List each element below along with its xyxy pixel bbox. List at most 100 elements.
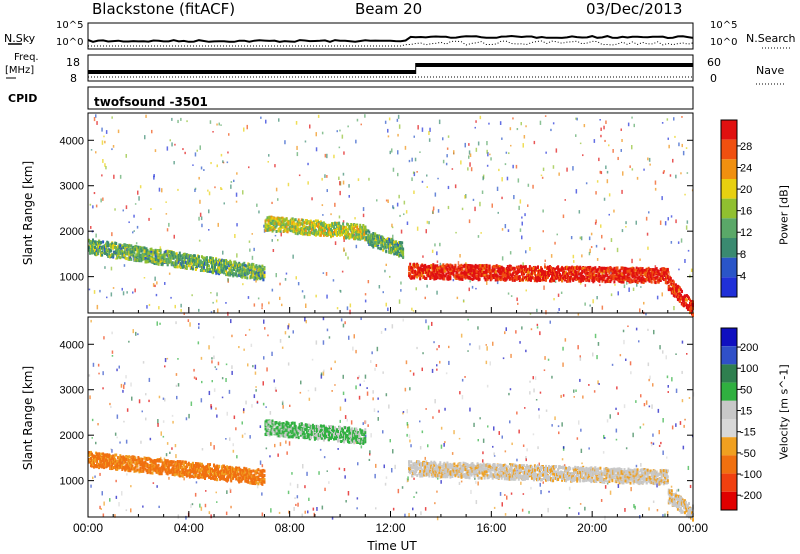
- velocity-scatter-point: [103, 501, 105, 506]
- power-scatter-point: [198, 308, 200, 312]
- power-scatter-point: [521, 221, 523, 226]
- velocity-scatter-point: [216, 414, 218, 418]
- power-scatter-point: [191, 294, 193, 297]
- power-scatter-point: [143, 277, 146, 279]
- velocity-plot-bg: [88, 317, 693, 517]
- velocity-scatter-point: [360, 445, 363, 449]
- power-scatter-point: [505, 151, 508, 154]
- power-band-cell: [274, 219, 277, 223]
- velocity-scatter-point: [273, 379, 275, 383]
- power-scatter-point: [672, 158, 674, 163]
- power-scatter-point: [199, 199, 201, 204]
- power-band-cell: [485, 263, 488, 267]
- power-band-cell: [374, 232, 377, 236]
- power-band-cell: [336, 227, 338, 231]
- velocity-scatter-point: [287, 362, 290, 366]
- power-scatter-point: [428, 221, 430, 225]
- velocity-scatter-point: [175, 373, 178, 376]
- velocity-scatter-point: [623, 404, 626, 409]
- velocity-scatter-point: [371, 351, 373, 355]
- power-scatter-point: [558, 172, 560, 176]
- power-band-cell: [656, 275, 659, 279]
- velocity-scatter-point: [322, 317, 325, 321]
- power-band-cell: [223, 270, 226, 274]
- velocity-scatter-point: [210, 514, 212, 519]
- velocity-scatter-point: [262, 381, 264, 386]
- power-scatter-point: [673, 117, 675, 121]
- power-band-cell: [566, 279, 569, 283]
- power-scatter-point: [442, 137, 444, 141]
- power-band-cell: [569, 279, 572, 283]
- power-scatter-point: [296, 152, 299, 157]
- power-band-cell: [276, 219, 279, 223]
- power-band-cell: [488, 267, 491, 270]
- power-band-cell: [586, 274, 589, 278]
- velocity-scatter-point: [522, 493, 525, 495]
- power-band-cell: [644, 279, 647, 283]
- power-band-cell: [105, 244, 108, 248]
- power-band-cell: [641, 267, 644, 271]
- power-band-cell: [413, 276, 416, 280]
- power-band-cell: [424, 268, 427, 272]
- power-scatter-point: [96, 304, 99, 310]
- power-band-cell: [264, 228, 267, 232]
- power-band-cell: [619, 269, 622, 272]
- power-band-cell: [347, 223, 350, 227]
- power-band-cell: [636, 273, 639, 277]
- power-scatter-point: [324, 153, 327, 158]
- power-band-cell: [219, 271, 222, 274]
- power-scatter-point: [621, 139, 623, 142]
- velocity-scatter-point: [363, 380, 365, 382]
- velocity-scatter-point: [529, 380, 531, 383]
- velocity-scatter-point: [291, 472, 293, 475]
- power-band-cell: [445, 272, 448, 276]
- power-scatter-point: [184, 151, 186, 155]
- power-scatter-point: [309, 124, 311, 129]
- power-scatter-point: [382, 291, 384, 294]
- power-band-cell: [217, 260, 220, 264]
- velocity-scatter-point: [319, 448, 322, 451]
- power-band-cell: [188, 262, 191, 266]
- power-band-cell: [660, 269, 663, 273]
- power-colorbar-frame: [720, 119, 738, 298]
- velocity-scatter-point: [250, 343, 253, 347]
- velocity-scatter-point: [195, 481, 198, 484]
- power-scatter-point: [227, 151, 229, 154]
- power-scatter-point: [509, 251, 512, 255]
- power-band-cell: [91, 244, 93, 247]
- power-band-cell: [612, 276, 615, 280]
- velocity-scatter-point: [148, 399, 150, 403]
- velocity-scatter-point: [231, 365, 233, 369]
- velocity-scatter-point: [662, 450, 664, 455]
- power-band-cell: [440, 269, 443, 272]
- power-band-cell: [673, 289, 676, 293]
- power-band-cell: [183, 252, 186, 256]
- power-band-cell: [417, 266, 420, 270]
- power-scatter-point: [613, 209, 615, 213]
- velocity-scatter-point: [407, 424, 409, 429]
- power-scatter-point: [228, 133, 230, 136]
- power-band-cell: [556, 271, 559, 275]
- power-scatter-point: [631, 116, 633, 119]
- power-scatter-point: [464, 142, 466, 148]
- power-scatter-point: [542, 209, 544, 213]
- velocity-scatter-point: [277, 453, 279, 457]
- power-band-cell: [359, 223, 362, 227]
- power-scatter-point: [342, 172, 345, 176]
- power-band-cell: [238, 261, 241, 265]
- power-scatter-point: [326, 153, 328, 159]
- power-scatter-point: [527, 204, 529, 207]
- velocity-scatter-point: [269, 411, 272, 415]
- power-scatter-point: [620, 128, 622, 131]
- power-scatter-point: [284, 278, 287, 281]
- power-scatter-point: [656, 295, 659, 300]
- power-scatter-point: [208, 229, 210, 231]
- power-scatter-point: [635, 220, 637, 225]
- power-scatter-point: [612, 149, 614, 153]
- power-band-cell: [271, 226, 274, 229]
- velocity-scatter-point: [208, 511, 211, 515]
- velocity-scatter-point: [114, 432, 117, 436]
- power-band-cell: [550, 279, 552, 283]
- power-band-cell: [112, 246, 115, 250]
- power-band-cell: [594, 266, 597, 270]
